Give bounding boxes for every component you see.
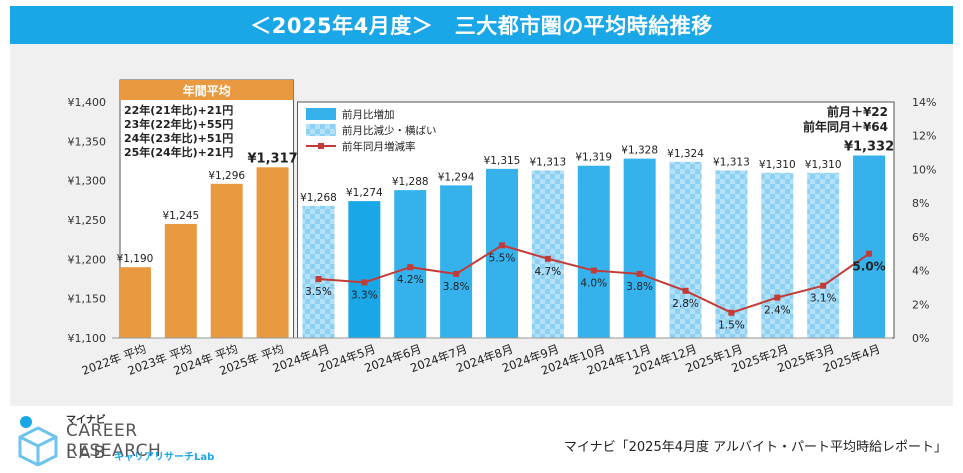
bar-value-label: ¥1,288 xyxy=(392,176,429,188)
yoy-value-label: 4.7% xyxy=(535,266,562,278)
yoy-value-label: 3.1% xyxy=(810,293,837,305)
bar-value-label: ¥1,319 xyxy=(575,152,612,164)
y-left-tick-label: ¥1,250 xyxy=(68,214,107,227)
annual-diff-line: 23年(22年比)+55円 xyxy=(124,117,233,131)
bar-value-label: ¥1,274 xyxy=(346,187,383,199)
y-right-tick-label: 2% xyxy=(912,298,929,311)
yoy-value-label: 4.2% xyxy=(397,274,424,286)
legend-swatch-flat xyxy=(306,124,336,136)
bar-3 xyxy=(256,167,289,338)
bar-value-label: ¥1,328 xyxy=(621,145,658,157)
y-left-tick-label: ¥1,350 xyxy=(68,135,107,148)
yoy-marker xyxy=(590,267,597,274)
chart-svg: 年間平均 22年(21年比)+21円23年(22年比)+55円24年(23年比)+… xyxy=(68,79,936,378)
y-right-tick-label: 10% xyxy=(912,163,936,176)
bar-value-label: ¥1,310 xyxy=(759,159,796,171)
yoy-value-label: 5.5% xyxy=(489,252,516,264)
yoy-value-label: 5.0% xyxy=(852,260,885,274)
bar-12 xyxy=(669,161,702,338)
yoy-marker xyxy=(682,287,689,294)
bar-11 xyxy=(623,158,656,338)
y-left-tick-label: ¥1,150 xyxy=(68,293,107,306)
legend-swatch-increase xyxy=(306,108,336,120)
y-left-tick-label: ¥1,100 xyxy=(68,332,107,345)
bar-value-label: ¥1,294 xyxy=(438,171,475,183)
annual-average-header-bg xyxy=(120,80,294,100)
career-research-lab-logo: マイナビ CAREER RESEARCH LAB キャリアリサーチLab xyxy=(14,410,224,470)
logo-mynavi-text: マイナビ xyxy=(66,415,106,426)
yoy-value-label: 3.8% xyxy=(626,281,653,293)
logo-career-research-text: CAREER RESEARCH xyxy=(66,421,162,461)
yoy-marker xyxy=(544,255,551,262)
y-right-tick-label: 14% xyxy=(912,96,936,109)
bar-0 xyxy=(118,267,151,338)
bar-value-label: ¥1,315 xyxy=(484,155,521,167)
yoy-marker xyxy=(315,276,322,282)
bar-9 xyxy=(531,170,564,338)
bar-15 xyxy=(807,172,840,338)
yoy-value-label: 4.0% xyxy=(580,278,607,290)
yoy-marker xyxy=(866,250,873,257)
bar-10 xyxy=(577,165,610,338)
y-left-tick-label: ¥1,300 xyxy=(68,175,107,188)
yoy-marker xyxy=(774,294,781,301)
bar-16 xyxy=(853,155,886,338)
yoy-marker xyxy=(636,270,643,277)
bar-value-label: ¥1,332 xyxy=(844,139,894,154)
yoy-marker xyxy=(361,279,368,286)
bar-14 xyxy=(761,172,794,338)
bar-value-label: ¥1,324 xyxy=(667,148,704,160)
chart-panel: 年間平均 22年(21年比)+21円 23年(22年比)+55円 24年(23年比)+… xyxy=(10,44,953,406)
y-right-tick-label: 6% xyxy=(912,231,929,244)
yoy-value-label: 3.3% xyxy=(351,289,378,301)
cube-logo-icon xyxy=(18,416,58,466)
legend-label-flat: 前月比減少・横ばい xyxy=(342,124,437,137)
bar-5 xyxy=(348,201,381,338)
page-title: ＜2025年4月度＞ 三大都市圏の平均時給推移 xyxy=(10,6,953,44)
legend-marker-yoy xyxy=(318,143,324,149)
yoy-value-label: 3.5% xyxy=(305,286,332,298)
yoy-marker xyxy=(820,282,827,289)
source-note: マイナビ「2025年4月度 アルバイト・パート平均時給レポート」 xyxy=(563,440,947,455)
bar-value-label: ¥1,190 xyxy=(117,253,154,265)
annual-diff-line: 24年(23年比)+51円 xyxy=(124,131,233,145)
yoy-value-label: 2.4% xyxy=(764,305,791,317)
bar-value-label: ¥1,317 xyxy=(248,151,298,166)
legend-label-yoy: 前年同月増減率 xyxy=(342,140,416,153)
bar-2 xyxy=(210,183,243,338)
y-right-tick-label: 0% xyxy=(912,332,929,345)
yoy-marker xyxy=(407,264,414,271)
bar-value-label: ¥1,296 xyxy=(208,170,245,182)
bar-6 xyxy=(394,190,427,338)
y-right-tick-label: 8% xyxy=(912,197,929,210)
bar-value-label: ¥1,310 xyxy=(805,159,842,171)
bar-8 xyxy=(486,168,518,338)
y-left-tick-label: ¥1,400 xyxy=(68,96,107,109)
bar-1 xyxy=(164,223,197,338)
bar-value-label: ¥1,268 xyxy=(300,192,337,204)
y-left-tick-label: ¥1,200 xyxy=(68,253,107,266)
summary-prev-year: 前年同月＋¥64 xyxy=(803,119,888,134)
annual-diff-line: 25年(24年比)+21円 xyxy=(124,145,233,159)
y-right-tick-label: 12% xyxy=(912,130,936,143)
bar-value-label: ¥1,313 xyxy=(713,156,750,168)
yoy-value-label: 3.8% xyxy=(443,281,470,293)
annual-average-header: 年間平均 xyxy=(183,83,231,98)
summary-prev-month: 前月＋¥22 xyxy=(827,104,888,119)
bar-4 xyxy=(302,205,335,338)
y-right-tick-label: 4% xyxy=(912,265,929,278)
logo-lab-text: LAB xyxy=(66,443,109,463)
yoy-marker xyxy=(499,242,505,249)
bar-value-label: ¥1,245 xyxy=(162,210,199,222)
annual-diff-line: 22年(21年比)+21円 xyxy=(124,103,233,117)
logo-kana-text: キャリアリサーチLab xyxy=(114,452,215,463)
yoy-value-label: 1.5% xyxy=(718,320,745,332)
yoy-marker xyxy=(453,270,460,277)
yoy-value-label: 2.8% xyxy=(672,298,699,310)
legend-label-increase: 前月比増加 xyxy=(342,108,395,121)
bar-7 xyxy=(440,185,473,338)
yoy-marker xyxy=(728,309,735,316)
bar-value-label: ¥1,313 xyxy=(530,156,567,168)
